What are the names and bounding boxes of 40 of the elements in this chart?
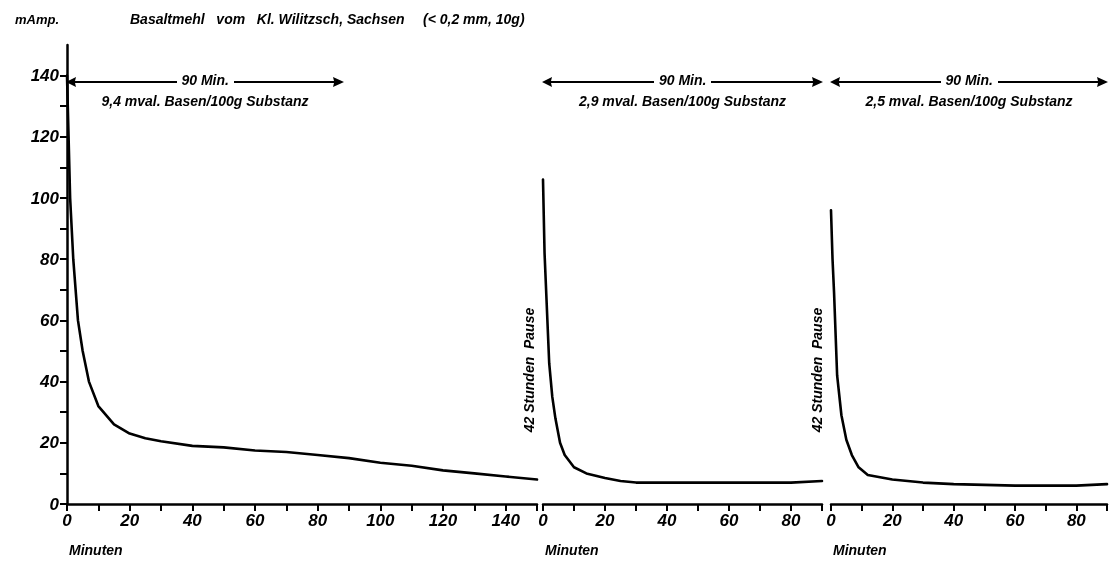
y-tick-label: 60: [40, 310, 60, 330]
annotation: 90 Min.: [176, 72, 234, 88]
x-tick-label: 100: [366, 511, 396, 530]
x-axis-title: Minuten: [833, 542, 887, 558]
y-tick-label: 140: [30, 66, 60, 86]
y-axis-title: mAmp.: [15, 12, 60, 27]
x-axis-title: Minuten: [545, 542, 599, 558]
chart-title: Basaltmehl vom Kl. Wilitzsch, Sachsen: [130, 11, 405, 27]
x-tick-label: 40: [181, 511, 203, 530]
x-tick-label: 60: [1005, 511, 1025, 530]
y-tick-label: 40: [39, 372, 60, 392]
x-tick-label: 20: [119, 511, 140, 530]
y-tick-label: 0: [49, 494, 60, 514]
x-tick-label: 80: [308, 511, 328, 530]
x-tick-label: 20: [881, 511, 903, 530]
y-tick-label: 120: [30, 127, 60, 147]
annotation: 42 Stunden Pause: [809, 307, 825, 434]
annotation: 2,9 mval. Basen/100g Substanz: [579, 93, 786, 109]
annotation: 2,5 mval. Basen/100g Substanz: [865, 93, 1073, 109]
annotation: 90 Min.: [940, 72, 998, 88]
x-tick-label: 60: [719, 511, 739, 530]
x-tick-label: 80: [1066, 511, 1087, 530]
x-tick-label: 40: [943, 511, 964, 530]
y-tick-label: 20: [39, 433, 60, 453]
x-tick-label: 40: [656, 511, 677, 530]
y-tick-label: 80: [40, 249, 60, 269]
y-tick-label: 100: [30, 188, 60, 208]
x-tick-label: 140: [491, 511, 521, 530]
x-tick-label: 0: [538, 511, 549, 530]
x-tick-label: 0: [62, 511, 73, 530]
x-tick-label: 20: [594, 511, 615, 530]
annotation: 42 Stunden Pause: [521, 307, 537, 434]
chart-subtitle: (< 0,2 mm, 10g): [423, 11, 525, 27]
x-tick-label: 80: [781, 511, 801, 530]
annotation: 90 Min.: [654, 72, 712, 88]
annotation: 9,4 mval. Basen/100g Substanz: [101, 93, 309, 109]
x-tick-label: 60: [245, 511, 265, 530]
x-tick-label: 0: [826, 511, 837, 530]
x-tick-label: 120: [428, 511, 458, 530]
x-axis-title: Minuten: [69, 542, 123, 558]
